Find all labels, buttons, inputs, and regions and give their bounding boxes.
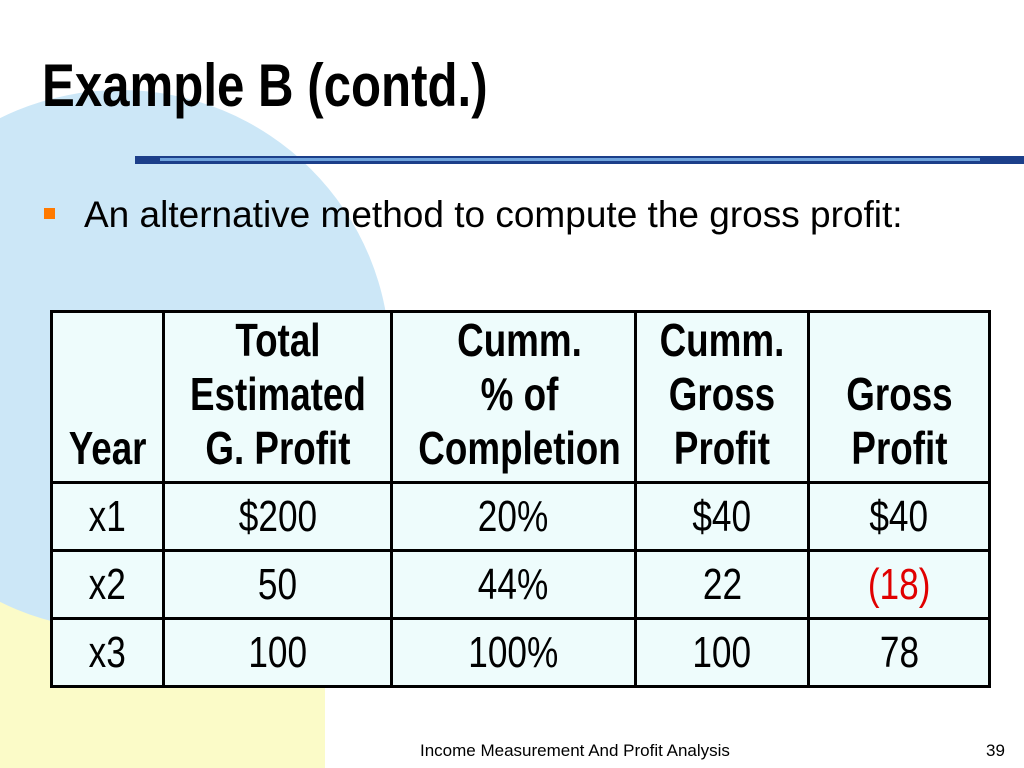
cell-value: 100%	[468, 627, 559, 677]
cell-value: 20%	[478, 491, 549, 541]
table-cell: $40	[634, 481, 810, 552]
column-header-line: Gross	[845, 368, 953, 420]
table-cell: 44%	[390, 549, 637, 620]
cell-value: 22	[702, 559, 742, 609]
column-header-line: % of	[480, 368, 559, 420]
column-header-line: Completion	[418, 422, 621, 474]
table-cell: 100	[634, 617, 810, 688]
table-cell: x2	[50, 549, 165, 620]
cell-value: $40	[869, 491, 929, 541]
column-header-line: Gross	[668, 368, 776, 420]
cell-value: x2	[88, 559, 127, 609]
table-cell: x1	[50, 481, 165, 552]
column-header-line: Total	[234, 314, 321, 366]
page-number: 39	[986, 741, 1005, 760]
table-header-row: Year Total Estimated G. Profit Cumm.% of Comp…	[50, 310, 991, 484]
slide-title: Example B (contd.)	[42, 52, 488, 119]
column-header: Gross Profit	[807, 310, 991, 484]
column-header: Cumm. Gross Profit	[634, 310, 810, 484]
table-cell: 100%	[390, 617, 637, 688]
cell-value: 50	[257, 559, 298, 609]
table-cell: x3	[50, 617, 165, 688]
table-cell: 78	[807, 617, 991, 688]
cell-value: x3	[88, 627, 127, 677]
column-header-line: Cumm.	[659, 314, 785, 366]
table-cell: $40	[807, 481, 991, 552]
cell-value: 100	[248, 627, 307, 677]
cell-value: x1	[88, 491, 127, 541]
column-header-line: Cumm.	[457, 314, 582, 366]
cell-value: $40	[692, 491, 752, 541]
table-cell: 50	[162, 549, 393, 620]
table-body: x1 $200 20% $40 $40 x2 50 44% 22 (18) x3 100 100% 100…	[50, 481, 991, 688]
cell-value: 44%	[478, 559, 549, 609]
column-header: Year	[50, 310, 165, 484]
footer-text: Income Measurement And Profit Analysis	[420, 741, 730, 760]
cell-value: $200	[238, 491, 317, 541]
column-header-line: Estimated	[189, 368, 366, 420]
column-header-line: Year	[68, 422, 147, 474]
column-header: Cumm.% of Completion	[390, 310, 637, 484]
column-header-line: Profit	[850, 422, 948, 474]
table-cell: (18)	[807, 549, 991, 620]
table-cell: 22	[634, 549, 810, 620]
bullet-square-icon	[44, 208, 55, 219]
table-row: x3 100 100% 100 78	[50, 617, 991, 688]
column-header-line: Profit	[673, 422, 771, 474]
table-row: x1 $200 20% $40 $40	[50, 481, 991, 552]
column-header-line: G. Profit	[204, 422, 351, 474]
table-row: x2 50 44% 22 (18)	[50, 549, 991, 620]
cell-value: 100	[692, 627, 752, 677]
cell-value: (18)	[867, 559, 931, 609]
bullet-text: An alternative method to compute the gro…	[84, 194, 903, 235]
column-header: Total Estimated G. Profit	[162, 310, 393, 484]
table-cell: 100	[162, 617, 393, 688]
cell-value: 78	[879, 627, 919, 677]
table-cell: $200	[162, 481, 393, 552]
table-cell: 20%	[390, 481, 637, 552]
gross-profit-table: Year Total Estimated G. Profit Cumm.% of Comp…	[50, 310, 991, 688]
